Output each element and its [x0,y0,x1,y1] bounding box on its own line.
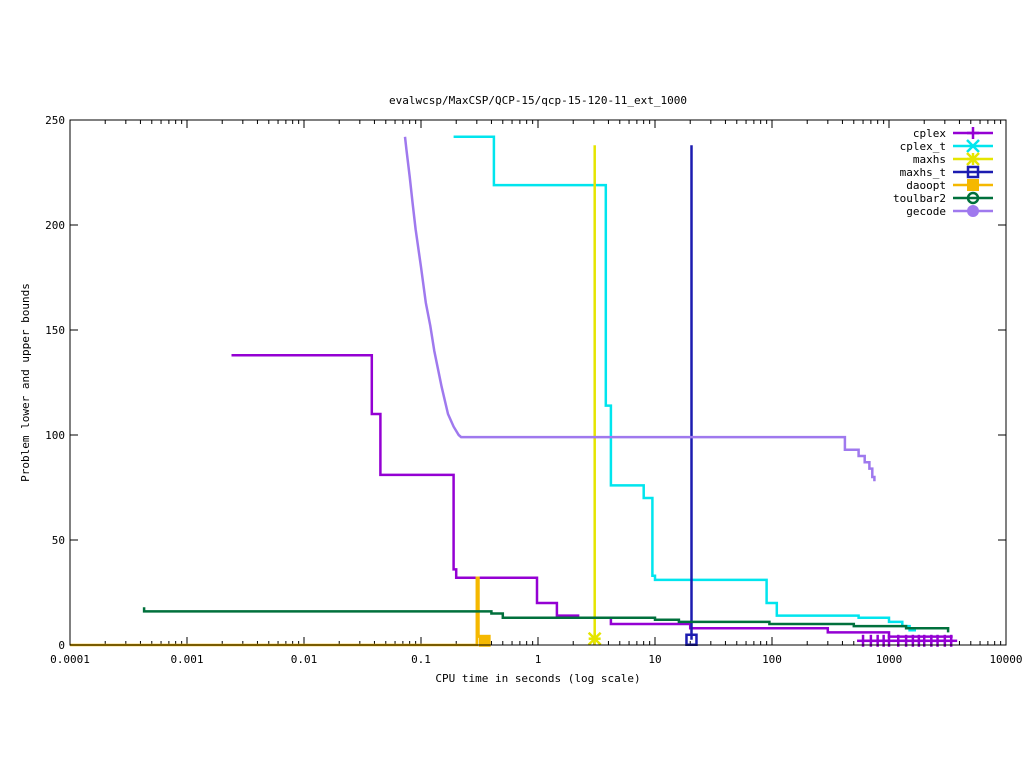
x-tick-label: 0.001 [170,653,203,666]
legend-label-cplex: cplex [913,127,946,140]
y-tick-label: 250 [45,114,65,127]
legend-label-maxhs: maxhs [913,153,946,166]
series-line-gecode [403,136,876,482]
x-tick-label: 0.01 [291,653,318,666]
legend-label-cplex_t: cplex_t [900,140,946,153]
series-line-cplex [231,353,953,638]
chart-title: evalwcsp/MaxCSP/QCP-15/qcp-15-120-11_ext… [389,94,687,107]
legend-marker-maxhs_t [966,165,980,179]
legend-marker-maxhs [966,152,980,166]
x-tick-label: 10000 [989,653,1022,666]
legend-marker-toulbar2 [966,191,980,205]
legend-marker-gecode [967,205,979,217]
series-marker-daoopt [478,634,491,647]
y-tick-label: 0 [58,639,65,652]
legend-marker-cplex_t [966,139,980,153]
y-tick-label: 50 [52,534,65,547]
series-marker-maxhs [587,631,602,646]
x-tick-label: 10 [648,653,661,666]
x-tick-label: 1000 [876,653,903,666]
legend-label-maxhs_t: maxhs_t [900,166,946,179]
plot-border [69,119,1007,646]
legend-marker-cplex [967,127,979,139]
y-axis-label: Problem lower and upper bounds [19,283,32,482]
y-tick-label: 200 [45,219,65,232]
series-line-cplex_t [453,135,916,632]
x-tick-label: 0.0001 [50,653,90,666]
x-tick-label: 100 [762,653,782,666]
y-tick-label: 100 [45,429,65,442]
legend-label-gecode: gecode [906,205,946,218]
legend-label-daoopt: daoopt [906,179,946,192]
y-tick-label: 150 [45,324,65,337]
series-line-toulbar2 [142,607,950,633]
legend-label-toulbar2: toulbar2 [893,192,946,205]
x-axis-label: CPU time in seconds (log scale) [435,672,640,685]
x-tick-label: 1 [535,653,542,666]
legend-marker-daoopt [967,179,979,191]
x-tick-label: 0.1 [411,653,431,666]
